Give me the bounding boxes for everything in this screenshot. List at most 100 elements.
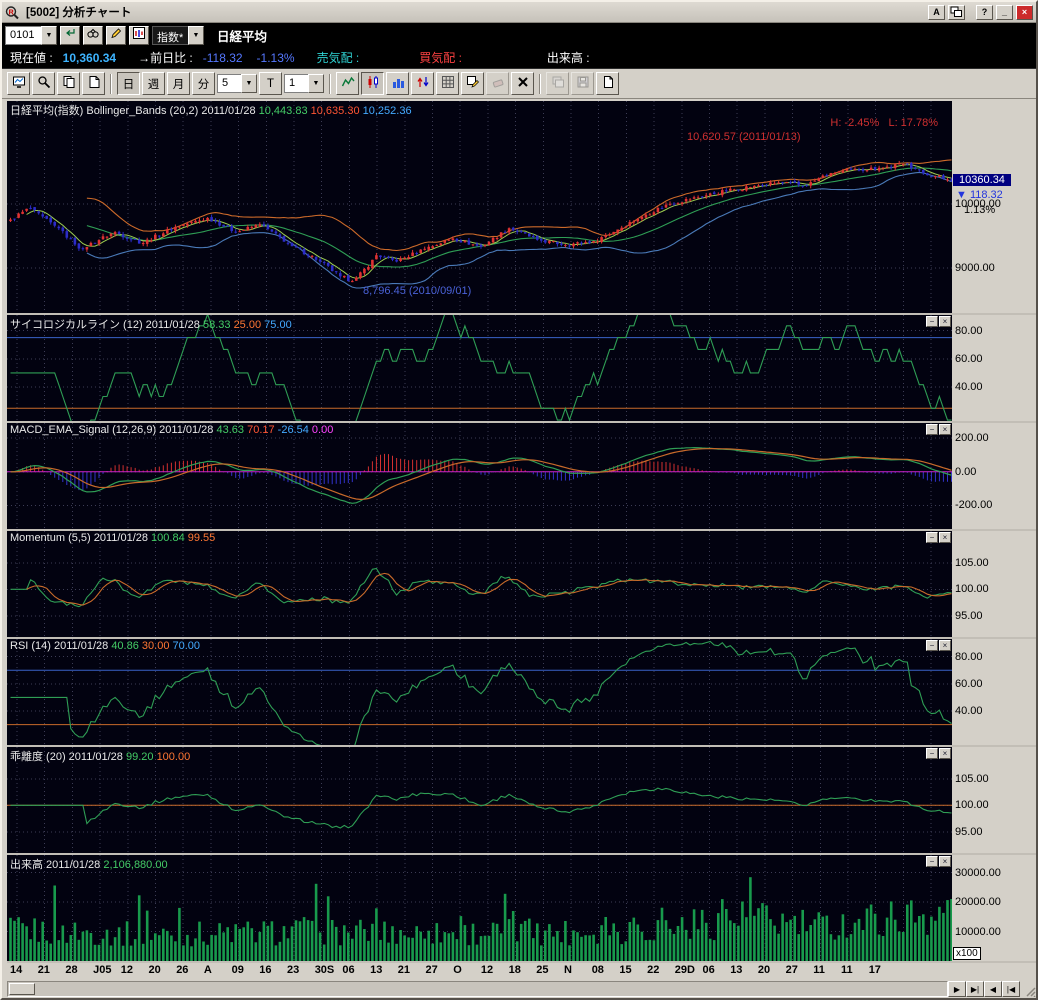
zoom-button[interactable]	[32, 72, 55, 95]
axis-tick-label: 40.00	[955, 381, 983, 394]
header-segment: 10,635.30	[310, 105, 363, 117]
layout-grid-button[interactable]	[461, 72, 484, 95]
volume-plot[interactable]: 出来高 2011/01/28 2,106,880.00 − ×	[7, 855, 952, 961]
header-segment: Momentum (5,5) 2011/01/28	[10, 532, 152, 544]
dropdown-arrow-icon[interactable]: ▼	[188, 25, 204, 45]
panel-minimize-button[interactable]: −	[926, 640, 938, 651]
resize-grip-icon[interactable]	[1020, 981, 1036, 997]
kairi-header: 乖離度 (20) 2011/01/28 99.20 100.00	[10, 748, 190, 764]
nav-forward-button[interactable]: ▶	[948, 981, 966, 997]
new-page-button[interactable]	[596, 72, 619, 95]
kairi-plot[interactable]: 乖離度 (20) 2011/01/28 99.20 100.00 − ×	[7, 747, 952, 853]
x-axis-label: 17	[868, 964, 881, 976]
chart-style-button[interactable]	[129, 25, 149, 45]
momentum-header: Momentum (5,5) 2011/01/28 100.84 99.55	[10, 532, 215, 544]
export-page-button[interactable]	[82, 72, 105, 95]
panel-close-button[interactable]: ×	[939, 748, 951, 759]
panel-close-button[interactable]: ×	[939, 316, 951, 327]
tick-interval-value[interactable]: 1	[284, 74, 308, 93]
panel-window-buttons: − ×	[926, 640, 951, 651]
header-segment: 100.84	[151, 532, 188, 544]
code-input[interactable]: 0101 ▼	[5, 25, 57, 45]
x-axis-label: 06	[342, 964, 355, 976]
edit-button[interactable]	[106, 25, 126, 45]
minimize-button[interactable]: _	[996, 4, 1013, 20]
nav-back-button[interactable]: ◀	[984, 981, 1002, 997]
x-axis-label: 18	[508, 964, 521, 976]
axis-tick-label: 80.00	[955, 650, 983, 663]
momentum-axis: 105.00 100.00 95.00	[952, 531, 1036, 637]
panel-minimize-button[interactable]: −	[926, 424, 938, 435]
nav-forward-end-button[interactable]: ▶|	[966, 981, 984, 997]
header-segment: 乖離度 (20) 2011/01/28	[10, 751, 126, 763]
updown-arrows-button[interactable]	[411, 72, 434, 95]
return-icon	[63, 26, 77, 45]
panel-row-rsi: RSI (14) 2011/01/28 40.86 30.00 70.00− × 8…	[7, 639, 1036, 747]
line-chart-button[interactable]	[336, 72, 359, 95]
toolbar-separator	[110, 73, 112, 94]
period-day-button[interactable]: 日	[117, 72, 140, 95]
x-axis-label: 11	[813, 964, 825, 976]
panel-close-button[interactable]: ×	[939, 856, 951, 867]
index-type-select[interactable]: 指数* ▼	[152, 25, 204, 45]
period-week-button[interactable]: 週	[142, 72, 165, 95]
panel-close-button[interactable]: ×	[939, 640, 951, 651]
panel-close-button[interactable]: ×	[939, 424, 951, 435]
titlebar[interactable]: R [5002] 分析チャート A ? _ ×	[2, 2, 1036, 23]
scrollbar-thumb[interactable]	[9, 983, 35, 995]
text-segment: 10,360.34	[62, 50, 117, 65]
delete-drawings-button[interactable]	[511, 72, 534, 95]
axis-tick-label: 95.00	[955, 825, 983, 838]
nav-back-end-button[interactable]: |◀	[1002, 981, 1020, 997]
chart-window-button[interactable]	[7, 72, 30, 95]
rsi-plot[interactable]: RSI (14) 2011/01/28 40.86 30.00 70.00 − ×	[7, 639, 952, 745]
command-bar: 0101 ▼ 指数* ▼ 日経平均	[2, 23, 1036, 47]
period-month-button[interactable]: 月	[167, 72, 190, 95]
header-segment: 43.63	[216, 424, 248, 436]
macd-plot[interactable]: MACD_EMA_Signal (12,26,9) 2011/01/28 43.…	[7, 423, 952, 529]
tick-button[interactable]: T	[259, 72, 282, 95]
index-type-value[interactable]: 指数*	[152, 25, 188, 45]
header-segment: 99.55	[187, 532, 216, 544]
tile-windows-button[interactable]	[948, 4, 965, 20]
code-input-value[interactable]: 0101	[5, 25, 41, 45]
enter-button[interactable]	[60, 25, 80, 45]
dropdown-arrow-icon[interactable]: ▼	[308, 74, 324, 93]
tick-interval-select[interactable]: 1 ▼	[284, 74, 324, 93]
x-axis-label: 22	[647, 964, 660, 976]
copy-chart-button[interactable]	[57, 72, 80, 95]
dropdown-arrow-icon[interactable]: ▼	[241, 74, 257, 93]
minute-interval-value[interactable]: 5	[217, 74, 241, 93]
period-minute-button[interactable]: 分	[192, 72, 215, 95]
grid-button[interactable]	[436, 72, 459, 95]
momentum-canvas	[7, 531, 952, 637]
layers-button[interactable]	[546, 72, 569, 95]
bar-chart-button[interactable]	[386, 72, 409, 95]
momentum-plot[interactable]: Momentum (5,5) 2011/01/28 100.84 99.55 − ×	[7, 531, 952, 637]
horizontal-scrollbar[interactable]: ▶ ▶| ◀ |◀	[7, 981, 1036, 997]
panel-minimize-button[interactable]: −	[926, 316, 938, 327]
psych-plot[interactable]: サイコロジカルライン (12) 2011/01/28 58.33 25.00 7…	[7, 315, 952, 421]
panel-minimize-button[interactable]: −	[926, 856, 938, 867]
toolbar-separator	[329, 73, 331, 94]
panel-close-button[interactable]: ×	[939, 532, 951, 543]
eraser-button[interactable]	[486, 72, 509, 95]
panel-minimize-button[interactable]: −	[926, 748, 938, 759]
dropdown-arrow-icon[interactable]: ▼	[41, 25, 57, 45]
pencil-icon	[109, 26, 123, 45]
axis-tick-label: 10000.00	[955, 197, 1001, 210]
scrollbar-track[interactable]	[7, 981, 948, 997]
font-button[interactable]: A	[928, 4, 945, 20]
close-button[interactable]: ×	[1016, 4, 1033, 20]
app-logo-icon: R	[5, 5, 21, 20]
save-layout-button[interactable]	[571, 72, 594, 95]
help-button[interactable]: ?	[976, 4, 993, 20]
axis-tick-label: 20000.00	[955, 896, 1001, 909]
main-plot[interactable]: 日経平均(指数) Bollinger_Bands (20,2) 2011/01/…	[7, 101, 952, 313]
search-symbol-button[interactable]	[83, 25, 103, 45]
panel-minimize-button[interactable]: −	[926, 532, 938, 543]
header-segment: 70.00	[172, 640, 201, 652]
candlestick-button[interactable]	[361, 72, 384, 95]
monitor-chart-icon	[12, 75, 26, 92]
minute-interval-select[interactable]: 5 ▼	[217, 74, 257, 93]
